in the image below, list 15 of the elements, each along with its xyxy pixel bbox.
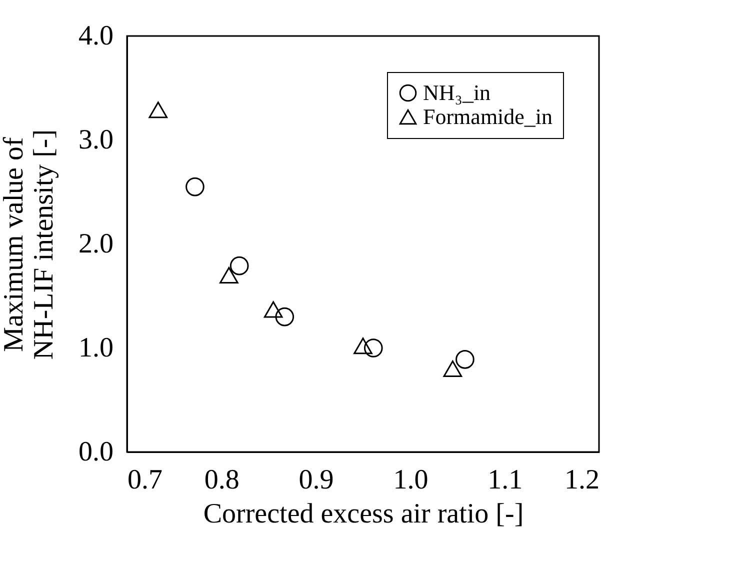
y-tick-label: 2.0 — [78, 228, 114, 260]
y-tick-label: 3.0 — [78, 124, 114, 156]
legend-label: Formamide_in — [423, 104, 553, 129]
x-tick-label: 0.8 — [204, 464, 240, 496]
y-tick-label: 0.0 — [78, 436, 114, 468]
x-tick-label: 0.7 — [128, 464, 162, 496]
y-axis-title: Maximum value of NH-LIF intensity [-] — [0, 129, 60, 360]
x-axis-title: Corrected excess air ratio [-] — [203, 498, 524, 530]
legend-label: NH₃_in — [423, 80, 491, 105]
x-tick-label: 1.2 — [564, 464, 600, 496]
y-tick-label: 1.0 — [78, 332, 114, 364]
y-tick-label: 4.0 — [78, 20, 114, 52]
x-tick-label: 0.9 — [298, 464, 334, 496]
x-tick-label: 1.1 — [488, 464, 523, 496]
x-tick-label: 1.0 — [393, 464, 428, 496]
